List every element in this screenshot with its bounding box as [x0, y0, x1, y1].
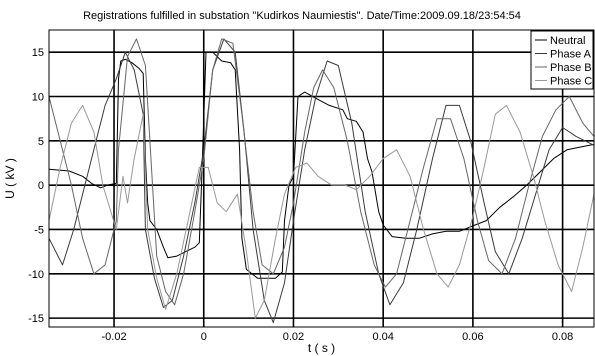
x-tick-label: 0: [201, 331, 207, 343]
legend-box: [530, 30, 594, 90]
series-layer: [48, 38, 595, 324]
series-line-neutral: [48, 51, 595, 279]
legend-label: Phase C: [550, 76, 592, 88]
series-line-phase-b: [48, 38, 595, 306]
x-axis-label: t ( s ): [308, 341, 335, 355]
axis-ticks: -0.02 0 0.02 0.04 0.06 0.08 -15 -10 -5 0 5 10 15: [28, 47, 573, 343]
y-tick-label: 15: [32, 47, 44, 59]
y-tick-label: -15: [28, 313, 44, 325]
series-line-phase-a: [48, 38, 595, 324]
x-tick-label: -0.02: [102, 331, 127, 343]
x-tick-label: 0.02: [283, 331, 304, 343]
y-tick-label: -10: [28, 269, 44, 281]
y-tick-label: 5: [38, 136, 44, 148]
legend-label: Phase B: [550, 62, 592, 74]
x-tick-label: 0.08: [552, 331, 573, 343]
plot-frame: [48, 29, 595, 328]
y-axis-label: U ( kV ): [3, 158, 17, 199]
y-tick-label: 10: [32, 91, 44, 103]
chart-title: Registrations fulfilled in substation "K…: [83, 10, 521, 22]
y-tick-label: 0: [38, 180, 44, 192]
series-line-phase-c: [48, 104, 595, 319]
legend-label: Neutral: [550, 35, 585, 47]
legend-label: Phase A: [550, 49, 592, 61]
y-tick-label: -5: [34, 224, 44, 236]
x-tick-label: 0.06: [462, 331, 483, 343]
x-tick-label: 0.04: [372, 331, 393, 343]
